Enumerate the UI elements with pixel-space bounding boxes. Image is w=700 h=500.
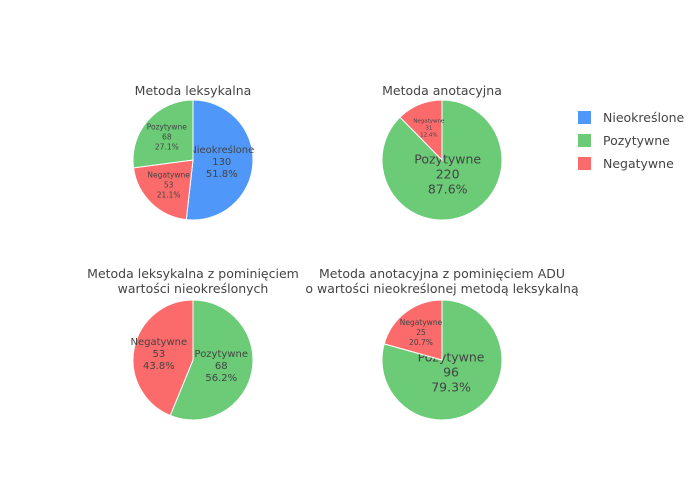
pie-slice[interactable] bbox=[132, 299, 194, 417]
legend-item[interactable]: Pozytywne bbox=[578, 129, 684, 152]
legend-swatch bbox=[578, 111, 591, 124]
chart-title: wartości nieokreślonych bbox=[118, 281, 269, 296]
legend-item[interactable]: Negatywne bbox=[578, 152, 684, 175]
pie-slice[interactable] bbox=[185, 99, 254, 221]
legend-item[interactable]: Nieokreślone bbox=[578, 106, 684, 129]
chart-title: Metoda anotacyjna z pominięciem ADU bbox=[319, 266, 565, 281]
slice-label: Pozytywne 220 87.6% bbox=[414, 151, 481, 196]
slice-label: Negatywne 53 43.8% bbox=[131, 337, 188, 372]
pie-slice[interactable] bbox=[169, 299, 254, 421]
legend-swatch bbox=[578, 157, 591, 170]
chart-title: o wartości nieokreślonej metodą leksykal… bbox=[305, 281, 579, 296]
slice-label: Negatywne 53 21.1% bbox=[147, 170, 190, 199]
slice-label: Negatywne 25 20.7% bbox=[400, 318, 443, 347]
chart-title: Metoda leksykalna z pominięciem bbox=[87, 266, 299, 281]
pie-chart-2: Metoda anotacyjna Pozytywne 220 87.6% Negaty… bbox=[381, 83, 503, 221]
slice-label: Nieokreślone 130 51.8% bbox=[189, 144, 254, 180]
pie-slice[interactable] bbox=[399, 99, 443, 162]
legend-label: Nieokreślone bbox=[603, 110, 685, 125]
pie-slice[interactable] bbox=[132, 99, 194, 169]
legend-swatch bbox=[578, 134, 591, 147]
pie-chart-3: Metoda leksykalna z pominięciemwartości … bbox=[87, 266, 299, 421]
slice-label: Pozytywne 68 27.1% bbox=[147, 123, 187, 152]
legend-label: Pozytywne bbox=[603, 133, 670, 148]
slice-label: Pozytywne 68 56.2% bbox=[195, 349, 248, 384]
legend-label: Negatywne bbox=[603, 156, 674, 171]
chart-title: Metoda leksykalna bbox=[135, 83, 252, 98]
legend: Nieokreślone Pozytywne Negatywne bbox=[578, 106, 684, 175]
pie-slice[interactable] bbox=[132, 159, 194, 221]
pie-chart-1: Metoda leksykalna Nieokreślone 130 51.8%Neg… bbox=[132, 83, 254, 221]
chart-title: Metoda anotacyjna bbox=[382, 83, 502, 98]
pie-slice[interactable] bbox=[383, 299, 443, 361]
slice-label: Negatywne 31 12.4% bbox=[413, 119, 445, 139]
